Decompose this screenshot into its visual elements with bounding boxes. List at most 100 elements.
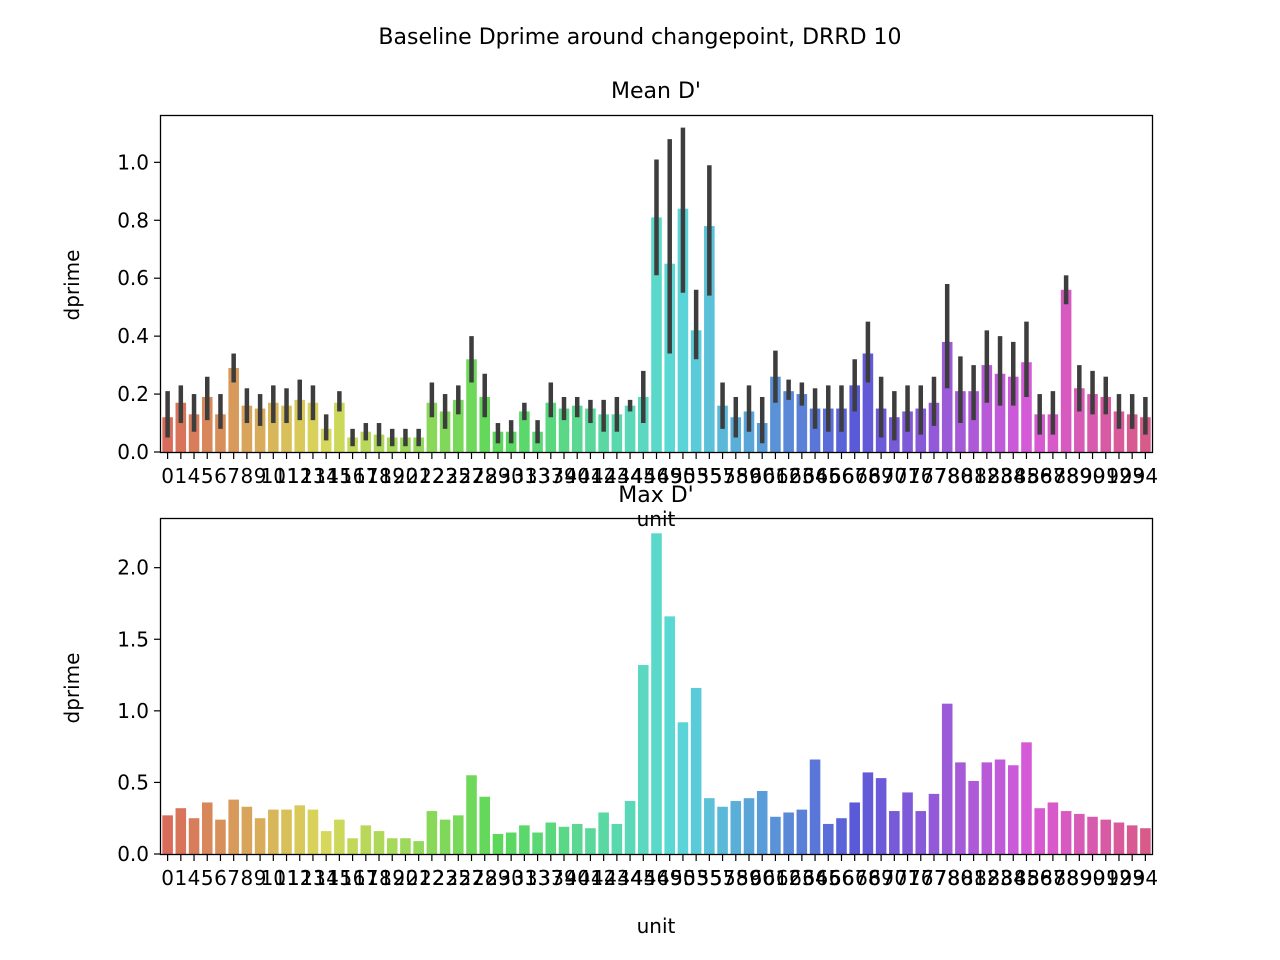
max-dprime-xtick-label: 60	[749, 866, 774, 890]
mean-dprime-xtick-label: 16	[340, 464, 365, 488]
max-dprime-bar	[1113, 822, 1125, 854]
max-dprime-bar	[849, 802, 860, 854]
max-dprime-bar	[955, 762, 966, 854]
max-dprime-xtick-label: 41	[578, 866, 603, 890]
max-dprime-xtick-label: 81	[961, 866, 986, 890]
max-dprime-xtick-label: 46	[644, 866, 669, 890]
mean-dprime-xtick-label: 19	[380, 464, 405, 488]
max-dprime-bar	[704, 798, 715, 854]
mean-dprime-bar	[664, 263, 675, 452]
mean-dprime-xtick-label: 8	[241, 464, 254, 488]
max-dprime-xtick-label: 65	[816, 866, 841, 890]
max-dprime-bar	[162, 815, 173, 854]
mean-dprime-xtick-label: 76	[908, 464, 933, 488]
max-dprime-xtick-label: 45	[631, 866, 656, 890]
mean-dprime-xtick-label: 82	[974, 464, 999, 488]
mean-dprime-bar	[1113, 411, 1125, 452]
max-dprime-xtick-label: 30	[498, 866, 523, 890]
max-dprime-xtick-label: 33	[525, 866, 550, 890]
mean-dprime-bar	[307, 402, 319, 452]
max-dprime-xtick-label: 77	[921, 866, 946, 890]
mean-dprime-xtick-label: 93	[1119, 464, 1144, 488]
max-dprime-xtick-label: 8	[241, 866, 254, 890]
mean-dprime-xtick-label: 40	[564, 464, 589, 488]
max-dprime-bar	[228, 799, 239, 854]
max-dprime-xtick-label: 4	[188, 866, 201, 890]
max-dprime-xtick-label: 59	[736, 866, 761, 890]
mean-dprime-xtick-label: 28	[472, 464, 497, 488]
mean-dprime-bar	[439, 411, 451, 452]
max-dprime-xtick-label: 6	[214, 866, 227, 890]
mean-dprime-xtick-label: 43	[604, 464, 629, 488]
max-dprime-xtick-label: 85	[1014, 866, 1039, 890]
mean-dprime-xtick-label: 39	[551, 464, 576, 488]
mean-dprime-xtick-label: 13	[300, 464, 325, 488]
max-dprime-xtick-label: 16	[340, 866, 365, 890]
max-dprime-bar	[690, 687, 702, 854]
max-dprime-bar	[492, 833, 504, 854]
max-dprime-xtick-label: 39	[551, 866, 576, 890]
mean-dprime-xtick-label: 68	[855, 464, 880, 488]
mean-dprime-bar	[426, 402, 438, 452]
max-dprime-bar	[822, 823, 834, 854]
max-dprime-bar	[400, 838, 411, 854]
max-dprime-xtick-label: 13	[300, 866, 325, 890]
mean-dprime-bar	[902, 411, 913, 452]
max-dprime-xtick-label: 92	[1106, 866, 1131, 890]
max-dprime-bar	[268, 809, 279, 854]
mean-dprime-bar	[611, 414, 623, 452]
max-dprime-xtick-label: 18	[366, 866, 391, 890]
max-dprime-bar	[215, 819, 226, 854]
mean-dprime-x-axis: 0 1 4 5 6 7 8 910111213141516171819202122232527…	[161, 452, 1158, 488]
max-dprime-bar	[717, 806, 728, 854]
max-dprime-frame	[159, 517, 1154, 856]
mean-dprime-xtick-label: 83	[987, 464, 1012, 488]
mean-dprime-bar	[941, 341, 953, 452]
mean-dprime-xtick-label: 21	[406, 464, 431, 488]
mean-dprime-xtick-label: 17	[353, 464, 378, 488]
max-dprime-xtick-label: 20	[393, 866, 418, 890]
max-dprime-bar	[1034, 808, 1045, 854]
max-dprime-bar	[201, 802, 213, 854]
max-dprime-xtick-label: 84	[1001, 866, 1026, 890]
mean-dprime-bar	[215, 414, 226, 452]
max-dprime-ytick-label: 1.0	[117, 699, 149, 723]
mean-dprime-bar	[796, 394, 808, 452]
mean-dprime-ytick-label: 0.4	[117, 324, 149, 348]
mean-dprime-xtick-label: 18	[366, 464, 391, 488]
max-dprime-xtick-label: 64	[802, 866, 827, 890]
max-dprime-bar	[439, 819, 451, 854]
max-dprime-bar	[571, 823, 583, 854]
mean-dprime-xtick-label: 87	[1040, 464, 1065, 488]
mean-dprime-bar	[479, 396, 491, 452]
max-dprime-bar	[875, 778, 887, 854]
max-dprime-bar	[241, 806, 253, 854]
mean-dprime-ytick-label: 0.8	[117, 208, 149, 232]
mean-dprime-bar	[254, 408, 266, 452]
max-dprime-bar	[426, 811, 438, 854]
max-dprime-bar	[756, 791, 768, 854]
max-dprime-xtick-label: 66	[829, 866, 854, 890]
max-dprime-xtick-label: 91	[1093, 866, 1118, 890]
max-dprime-xtick-label: 61	[763, 866, 788, 890]
max-dprime-bar	[928, 793, 940, 854]
mean-dprime-bar	[585, 408, 596, 452]
max-dprime-bar	[545, 822, 557, 854]
mean-dprime-xtick-label: 20	[393, 464, 418, 488]
max-dprime-bar	[558, 826, 570, 854]
mean-dprime-panel: Mean D' 0.00.20.40.60.81.0 0 1 4 5 6 7 8 910111…	[60, 79, 1158, 531]
max-dprime-xtick-label: 28	[472, 866, 497, 890]
max-dprime-ytick-label: 0.0	[117, 842, 149, 866]
mean-dprime-xtick-label: 6	[214, 464, 227, 488]
mean-dprime-xtick-label: 0	[161, 464, 174, 488]
max-dprime-xtick-label: 87	[1040, 866, 1065, 890]
mean-dprime-xtick-label: 58	[723, 464, 748, 488]
mean-dprime-xtick-label: 63	[789, 464, 814, 488]
max-dprime-bar	[175, 808, 187, 854]
mean-dprime-xtick-label: 29	[485, 464, 510, 488]
mean-dprime-frame	[159, 114, 1154, 454]
max-dprime-xtick-label: 89	[1067, 866, 1092, 890]
max-dprime-bar	[611, 823, 623, 854]
mean-dprime-xtick-label: 69	[868, 464, 893, 488]
max-dprime-xtick-label: 9	[254, 866, 267, 890]
